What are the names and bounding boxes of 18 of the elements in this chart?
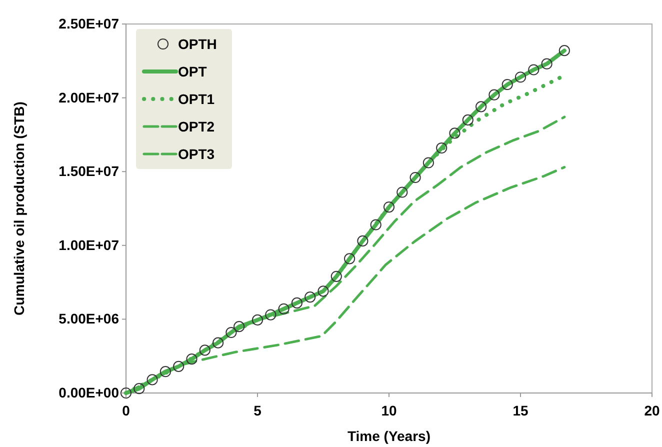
y-tick-label: 1.00E+07 <box>58 236 120 253</box>
y-axis-title: Cumulative oil production (STB) <box>11 102 27 316</box>
x-tick-label: 10 <box>381 402 397 418</box>
legend-label: OPT2 <box>178 118 215 134</box>
x-tick-label: 20 <box>644 402 660 418</box>
legend-label: OPTH <box>178 36 217 52</box>
y-tick-label: 2.00E+07 <box>58 89 120 106</box>
x-tick-label: 0 <box>122 402 130 418</box>
x-tick-label: 15 <box>512 402 528 418</box>
y-tick-label: 1.50E+07 <box>58 163 120 180</box>
x-axis-title: Time (Years) <box>347 428 431 444</box>
y-tick-label: 2.50E+07 <box>58 15 120 32</box>
legend-label: OPT1 <box>178 91 215 107</box>
y-tick-label: 0.00E+00 <box>58 384 120 400</box>
x-tick-label: 5 <box>254 402 262 418</box>
legend-label: OPT3 <box>178 146 215 162</box>
legend-label: OPT <box>178 64 208 80</box>
y-tick-label: 5.00E+06 <box>58 310 120 327</box>
